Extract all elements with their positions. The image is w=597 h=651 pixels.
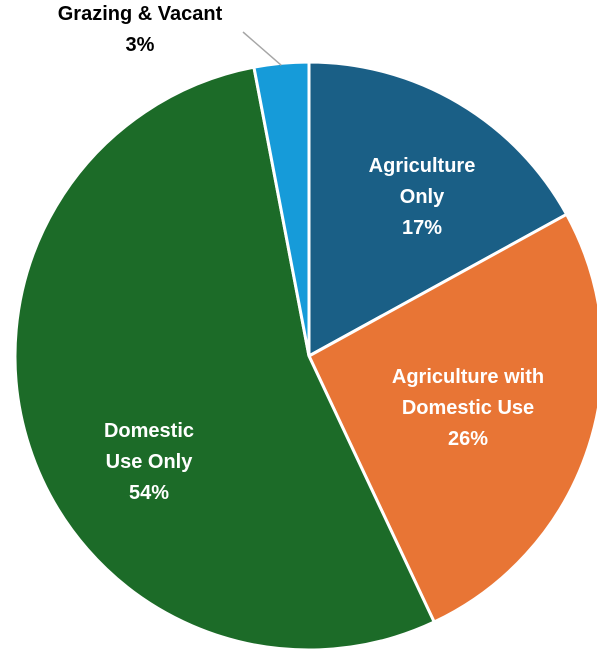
slice-label-line: Domestic xyxy=(104,420,194,442)
slice-label-line: Use Only xyxy=(106,451,194,473)
slice-value-label: 26% xyxy=(448,428,488,450)
slice-label-line: Agriculture xyxy=(369,155,476,177)
slice-label-2: Domestic Use Only 54% xyxy=(104,420,194,504)
slice-label-3: Grazing & Vacant 3% xyxy=(58,3,223,56)
slice-label-line: Only xyxy=(400,186,445,208)
slice-label-line: Grazing & Vacant xyxy=(58,3,223,25)
slice-label-0: Agriculture Only 17% xyxy=(369,155,476,239)
slice-label-line: Agriculture with xyxy=(392,366,544,388)
pie-slice-1 xyxy=(307,212,597,625)
leader-line xyxy=(242,31,282,66)
slice-label-1: Agriculture with Domestic Use 26% xyxy=(392,366,544,450)
slice-label-line: Domestic Use xyxy=(402,397,534,419)
slice-value-label: 3% xyxy=(126,34,155,56)
pie-slice-0 xyxy=(307,60,569,359)
pie-slice-2 xyxy=(13,65,437,651)
slice-value-label: 54% xyxy=(129,482,169,504)
pie-slice-3 xyxy=(252,60,311,357)
slice-value-label: 17% xyxy=(402,217,442,239)
